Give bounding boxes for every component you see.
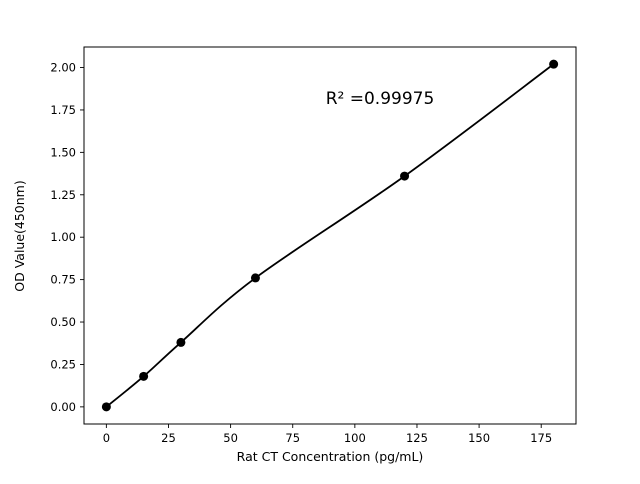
x-tick-label: 75 (285, 431, 300, 445)
data-point-marker (176, 337, 186, 347)
data-point-marker (400, 171, 410, 181)
x-tick-label: 0 (103, 431, 110, 445)
x-tick-label: 50 (223, 431, 238, 445)
y-tick-label: 0.00 (50, 400, 76, 414)
axes-spines (83, 46, 577, 425)
y-tick-label: 1.50 (50, 145, 76, 159)
y-tick-label: 0.50 (50, 315, 76, 329)
r-squared-annotation: R² =0.99975 (326, 89, 435, 109)
x-axis-label: Rat CT Concentration (pg/mL) (237, 449, 424, 464)
data-point-marker (250, 273, 260, 283)
y-tick-label: 1.75 (50, 103, 76, 117)
plot-area: 0 25 50 75 100 125 150 175 0.00 0.25 0.50 0.75 1.00 1… (50, 46, 577, 445)
x-tick-label: 125 (406, 431, 428, 445)
y-axis-label: OD Value(450nm) (12, 180, 27, 291)
y-tick-label: 2.00 (50, 61, 76, 75)
data-point-marker (139, 371, 149, 381)
data-point-marker (549, 59, 559, 69)
x-tick-label: 100 (344, 431, 366, 445)
x-tick-label: 150 (468, 431, 490, 445)
y-tick-label: 1.00 (50, 230, 76, 244)
y-tick-label: 0.75 (50, 273, 76, 287)
y-tick-label: 1.25 (50, 188, 76, 202)
y-tick-label: 0.25 (50, 357, 76, 371)
x-tick-label: 175 (530, 431, 552, 445)
x-tick-label: 25 (161, 431, 176, 445)
data-point-marker (101, 402, 111, 412)
